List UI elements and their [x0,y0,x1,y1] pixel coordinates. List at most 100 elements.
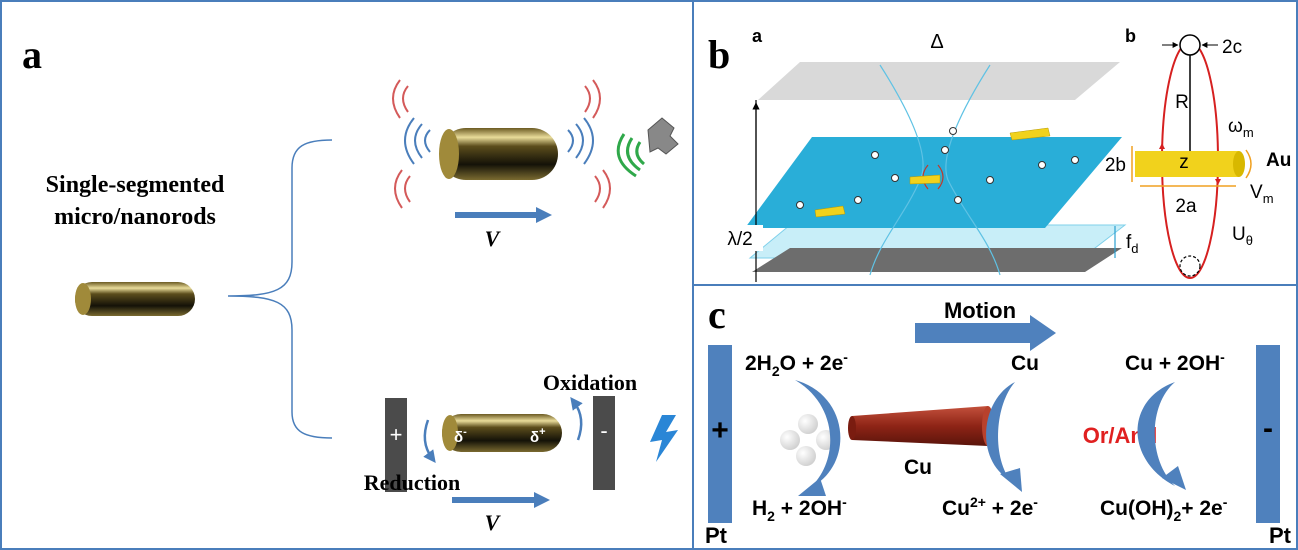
symbol: U [1232,224,1246,245]
superscript: - [842,494,847,510]
shape [854,196,862,204]
rods [814,127,1051,218]
electrode-sign: - [600,418,607,443]
rod-length-label: 2a [1175,196,1197,217]
charge-symbol: δ [530,429,539,446]
equation: Cu2+ + 2e- [942,494,1038,520]
equation: Cu(OH)2+ 2e- [1100,494,1228,524]
panel-label: c [708,292,726,337]
shape [909,174,941,185]
shape [986,176,994,184]
reaction-arrow [986,382,1015,480]
transducer-icon [647,117,679,155]
charge-label: δ- [454,426,467,446]
superscript: 2+ [970,494,986,510]
subscript: 2 [767,508,775,524]
electrode [593,396,615,490]
bottom-plane [752,248,1122,272]
shape [616,133,646,178]
superscript: - [1033,494,1038,510]
term: + 2e [1181,497,1222,520]
rod-label: Cu [904,456,932,479]
delta-label: Δ [930,31,943,53]
motion-label: Motion [944,298,1016,323]
term: + 2e [986,497,1033,520]
panel-b: b a Δ λ/2 fd b [708,26,1291,282]
rod [442,414,562,452]
charge-sign: - [463,426,467,438]
shape [567,117,594,165]
electrode [1256,345,1280,523]
rod [1135,151,1239,177]
term: 2H [745,352,772,375]
streaming-label: Uθ [1232,224,1253,248]
superscript: - [1223,494,1228,510]
rod [852,406,988,446]
oxidation-label: Oxidation [543,370,637,395]
equation: H2 + 2OH- [752,494,847,524]
shape [949,127,957,135]
arrow-head [1000,468,1022,492]
shape [1071,156,1079,164]
z-label: z [1179,152,1189,173]
electrode-sign: + [390,422,403,447]
shape [954,196,962,204]
material-label: Au [1266,150,1291,171]
term: Cu [942,497,970,520]
radius-label: R [1175,92,1189,113]
displacement-label: fd [1126,232,1139,256]
shape [780,430,800,450]
electrode [385,398,407,492]
term: Cu + 2OH [1125,352,1220,375]
orbit-point [1179,255,1201,277]
arrow-head [1030,315,1056,351]
subpanel-label: b [1125,26,1136,46]
reaction-arrow [795,380,841,488]
reaction-arrow [570,396,583,441]
wavelength-label: λ/2 [727,229,752,250]
spin-arrow [1245,149,1252,179]
electrode-sign: - [1263,412,1273,445]
arrow-head [534,492,550,508]
title-line: Single-segmented [46,172,225,198]
term: Cu(OH) [1100,497,1173,520]
electrode [708,345,732,523]
rod [75,282,195,316]
top-plane [758,62,1120,100]
shape [798,414,818,434]
symbol: f [1126,232,1132,253]
shape [392,79,409,119]
shape [814,205,846,218]
subscript: m [1243,125,1254,140]
symbol: ω [1228,116,1243,137]
equation: Cu + 2OH- [1125,349,1225,375]
rod-end [75,283,91,315]
title-line: micro/nanorods [54,204,216,230]
arrow-head [536,207,552,223]
shape [941,146,949,154]
motion-arrow [915,323,1033,343]
arrow-head [1162,466,1186,490]
superscript: - [843,349,848,365]
particles [796,127,1079,209]
subscript: d [1131,241,1138,256]
acoustic-waves [392,79,646,209]
shape [871,151,879,159]
lightning-icon [650,415,678,462]
shape [1038,161,1046,169]
diameter-label: 2c [1222,37,1242,58]
term: O + 2e [780,352,844,375]
rod-end [1233,151,1245,177]
subpanel-label: a [752,26,763,46]
panel-label: b [708,32,730,77]
subscript: θ [1246,233,1253,248]
subscript: 2 [772,363,780,379]
shape [584,79,601,119]
term: H [752,497,767,520]
charge-sign: + [539,426,545,438]
bracket [227,139,333,439]
reaction-arrow [1137,382,1175,486]
electrode-label: Pt [705,523,728,548]
charge-label: δ+ [530,426,546,446]
